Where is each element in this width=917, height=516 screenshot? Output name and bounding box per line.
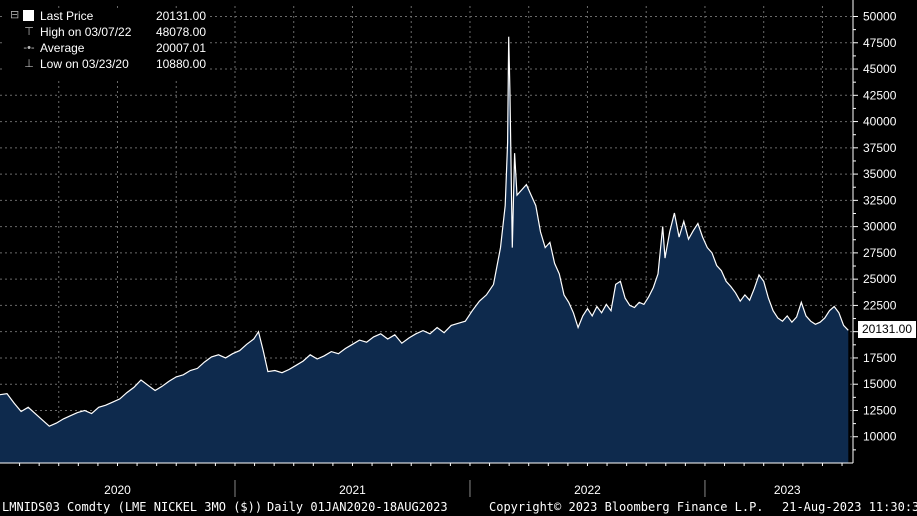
y-tick-label: 10000 [863, 430, 897, 444]
x-axis: 2020 2021 2022 2023 [0, 462, 853, 497]
copyright-label: Copyright© 2023 Bloomberg Finance L.P. [489, 500, 764, 514]
legend-label: Average [40, 41, 85, 55]
legend-label: Last Price [40, 9, 94, 23]
y-tick-label: 12500 [863, 403, 897, 417]
legend-value: 48078.00 [155, 25, 206, 39]
collapse-icon[interactable]: ⊟ [10, 9, 20, 21]
x-tick-label: 2022 [574, 483, 601, 497]
price-area-fill [0, 36, 849, 463]
y-tick-label: 15000 [863, 377, 897, 391]
legend-average[interactable]: -•- Average 20007.01 [4, 40, 210, 56]
y-tick-label: 25000 [863, 272, 897, 286]
y-tick-label: 37500 [863, 141, 897, 155]
price-line [0, 36, 849, 427]
legend-value: 10880.00 [155, 57, 206, 71]
legend-label: Low on 03/23/20 [40, 57, 129, 71]
y-tick-label: 30000 [863, 220, 897, 234]
low-marker-icon: ⊥ [24, 58, 34, 70]
legend-label: High on 03/07/22 [40, 25, 132, 39]
high-marker-icon: ⊤ [24, 26, 34, 38]
last-price-tag: 20131.00 [858, 321, 916, 338]
y-tick-label: 35000 [863, 167, 897, 181]
x-tick-label: 2021 [339, 483, 366, 497]
legend-last-price[interactable]: ⊟ Last Price 20131.00 [4, 8, 210, 24]
y-tick-label: 47500 [863, 36, 897, 50]
legend-value: 20007.01 [155, 41, 206, 55]
x-tick-label: 2020 [104, 483, 131, 497]
legend-low[interactable]: ⊥ Low on 03/23/20 10880.00 [4, 56, 210, 72]
timestamp-label: 21-Aug-2023 11:30:33 [782, 500, 917, 514]
y-tick-label: 22500 [863, 298, 897, 312]
square-icon [23, 10, 34, 21]
chart-footer: LMNIDS03 Comdty (LME NICKEL 3MO ($)) Dai… [0, 498, 917, 516]
date-range-label: Daily 01JAN2020-18AUG2023 [267, 500, 448, 514]
legend-high[interactable]: ⊤ High on 03/07/22 48078.00 [4, 24, 210, 40]
y-axis: 50000 47500 45000 42500 40000 37500 35000 32500… [852, 0, 897, 463]
y-tick-label: 17500 [863, 351, 897, 365]
y-tick-label: 32500 [863, 193, 897, 207]
y-tick-label: 42500 [863, 88, 897, 102]
y-tick-label: 40000 [863, 115, 897, 129]
y-tick-label: 50000 [863, 10, 897, 24]
x-tick-label: 2023 [774, 483, 801, 497]
ticker-label: LMNIDS03 Comdty (LME NICKEL 3MO ($)) [2, 500, 263, 514]
price-chart: 50000 47500 45000 42500 40000 37500 35000 32500… [0, 0, 897, 497]
legend-value: 20131.00 [155, 9, 206, 23]
y-tick-label: 27500 [863, 246, 897, 260]
chart-legend: ⊟ Last Price 20131.00 ⊤ High on 03/07/22… [4, 8, 210, 80]
average-marker-icon: -•- [23, 42, 35, 54]
y-tick-label: 45000 [863, 62, 897, 76]
